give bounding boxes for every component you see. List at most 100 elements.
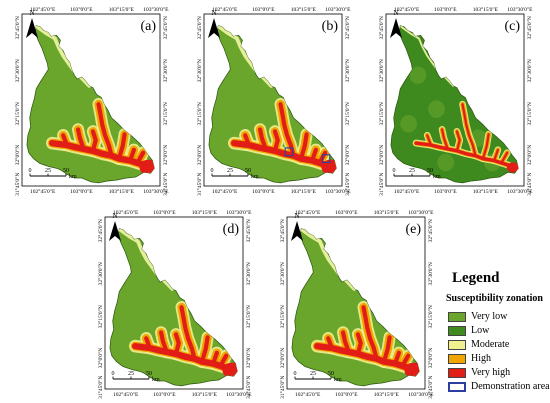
legend-item-moderate: Moderate	[448, 339, 509, 351]
scale-unit: km	[334, 377, 342, 383]
legend-title: Legend	[452, 270, 500, 286]
longitude-label-top: 103°0'0"E	[335, 209, 358, 216]
legend-swatch	[448, 381, 466, 392]
legend-swatch	[448, 325, 466, 336]
scale-tick-label: 0	[393, 168, 396, 174]
longitude-label-bottom: 103°0'0"E	[252, 188, 275, 195]
scale-tick-label: 25	[409, 168, 415, 174]
longitude-label-top: 102°45'0"E	[113, 209, 139, 216]
panel-label: (b)	[322, 19, 339, 34]
longitude-label-top: 103°30'0"E	[143, 6, 169, 13]
demonstration-area	[321, 154, 331, 164]
latitude-label-right: 32°15'0"N	[526, 102, 533, 125]
latitude-label-left: 32°0'0"N	[279, 348, 286, 368]
longitude-label-top: 103°30'0"E	[325, 6, 351, 13]
longitude-label-bottom: 103°0'0"E	[70, 188, 93, 195]
longitude-label-bottom: 102°45'0"E	[394, 188, 420, 195]
longitude-label-top: 103°15'0"E	[109, 6, 135, 13]
latitude-label-left: 31°45'0"N	[196, 173, 203, 196]
map-panel-d: N (d) 102°45'0"E 103°0'0"E 103°15'0"E 103°30'…	[83, 203, 265, 403]
north-label: N	[294, 212, 299, 220]
longitude-label-bottom: 103°0'0"E	[335, 391, 358, 398]
latitude-label-left: 31°45'0"N	[97, 376, 104, 399]
latitude-label-left: 31°45'0"N	[14, 173, 21, 196]
map-svg-b: N (b) 102°45'0"E 103°0'0"E 103°15'0"E 103°30'…	[196, 6, 351, 196]
north-label: N	[211, 9, 216, 17]
longitude-label-top: 103°0'0"E	[252, 6, 275, 13]
latitude-label-right: 31°45'0"N	[427, 376, 434, 399]
latitude-label-left: 32°0'0"N	[14, 145, 21, 165]
legend-swatch	[448, 339, 466, 350]
demonstration-area	[284, 147, 294, 157]
longitude-label-bottom: 102°45'0"E	[30, 188, 56, 195]
legend-item-demonstration-area: Demonstration area	[448, 381, 550, 393]
latitude-label-left: 32°15'0"N	[196, 102, 203, 125]
legend-item-low: Low	[448, 325, 489, 337]
map-svg-e: N (e) 102°45'0"E 103°0'0"E 103°15'0"E 103°30'…	[279, 209, 434, 399]
latitude-label-left: 32°45'0"N	[97, 219, 104, 242]
scale-tick-label: 0	[294, 371, 297, 377]
map-svg-a: N (a) 102°45'0"E 103°0'0"E 103°15'0"E 103°30'…	[14, 6, 169, 196]
longitude-label-bottom: 103°15'0"E	[473, 188, 499, 195]
latitude-label-right: 32°15'0"N	[162, 102, 169, 125]
latitude-label-left: 32°15'0"N	[97, 305, 104, 328]
map-svg-d: N (d) 102°45'0"E 103°0'0"E 103°15'0"E 103°30'…	[97, 209, 252, 399]
north-arrow-icon: N	[291, 212, 303, 241]
latitude-label-right: 31°45'0"N	[344, 173, 351, 196]
legend: Legend Susceptibility zonation Very low …	[444, 268, 550, 396]
legend-swatch	[448, 367, 466, 378]
scale-tick-label: 25	[310, 371, 316, 377]
latitude-label-right: 32°45'0"N	[344, 16, 351, 39]
longitude-label-bottom: 102°45'0"E	[295, 391, 321, 398]
scale-tick-label: 0	[112, 371, 115, 377]
north-arrow-icon: N	[26, 9, 38, 38]
longitude-label-bottom: 103°15'0"E	[192, 391, 218, 398]
longitude-label-bottom: 102°45'0"E	[212, 188, 238, 195]
latitude-label-left: 32°0'0"N	[196, 145, 203, 165]
latitude-label-left: 32°0'0"N	[378, 145, 385, 165]
latitude-label-left: 32°45'0"N	[196, 16, 203, 39]
latitude-label-right: 32°30'0"N	[526, 59, 533, 82]
longitude-label-bottom: 103°15'0"E	[109, 188, 135, 195]
longitude-label-bottom: 103°15'0"E	[374, 391, 400, 398]
longitude-label-bottom: 102°45'0"E	[113, 391, 139, 398]
latitude-label-left: 32°30'0"N	[97, 262, 104, 285]
watershed-map	[390, 25, 519, 184]
legend-label: Very high	[471, 367, 511, 379]
scale-tick-label: 0	[211, 168, 214, 174]
latitude-label-right: 32°0'0"N	[344, 145, 351, 165]
watershed-map	[109, 228, 238, 387]
longitude-label-top: 103°0'0"E	[70, 6, 93, 13]
longitude-label-bottom: 103°30'0"E	[226, 391, 252, 398]
longitude-label-top: 103°15'0"E	[473, 6, 499, 13]
latitude-label-right: 32°0'0"N	[162, 145, 169, 165]
longitude-label-top: 102°45'0"E	[394, 6, 420, 13]
panel-label: (a)	[140, 19, 156, 34]
latitude-label-left: 32°45'0"N	[279, 219, 286, 242]
latitude-label-right: 32°45'0"N	[427, 219, 434, 242]
latitude-label-right: 32°30'0"N	[162, 59, 169, 82]
legend-item-very-low: Very low	[448, 311, 507, 323]
latitude-label-right: 32°15'0"N	[344, 102, 351, 125]
scale-tick-label: 25	[128, 371, 134, 377]
legend-label: High	[471, 353, 491, 365]
latitude-label-right: 32°0'0"N	[526, 145, 533, 165]
latitude-label-right: 31°45'0"N	[162, 173, 169, 196]
north-arrow-icon: N	[208, 9, 220, 38]
longitude-label-top: 102°45'0"E	[295, 209, 321, 216]
latitude-label-right: 32°30'0"N	[245, 262, 252, 285]
north-label: N	[393, 9, 398, 17]
latitude-label-right: 32°0'0"N	[427, 348, 434, 368]
legend-label: Very low	[471, 311, 508, 323]
north-arrow-icon: N	[390, 9, 402, 38]
map-panel-b: N (b) 102°45'0"E 103°0'0"E 103°15'0"E 103°30'…	[182, 0, 364, 200]
scale-unit: km	[152, 377, 160, 383]
map-panel-a: N (a) 102°45'0"E 103°0'0"E 103°15'0"E 103°30'…	[0, 0, 182, 200]
latitude-label-right: 32°15'0"N	[245, 305, 252, 328]
latitude-label-right: 32°0'0"N	[245, 348, 252, 368]
legend-swatch	[448, 311, 466, 322]
map-svg-c: N (c) 102°45'0"E 103°0'0"E 103°15'0"E 103°30'…	[378, 6, 533, 196]
longitude-label-top: 103°0'0"E	[153, 209, 176, 216]
scale-tick-label: 50	[427, 168, 433, 174]
